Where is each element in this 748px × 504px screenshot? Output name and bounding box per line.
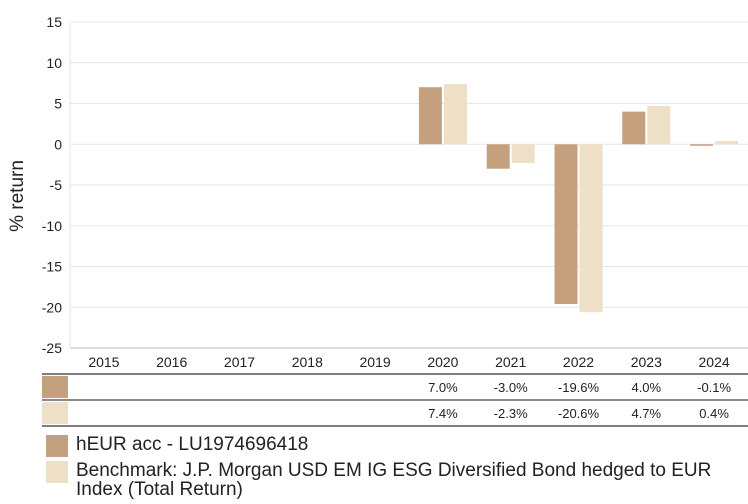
x-tick-label: 2018: [292, 354, 323, 370]
table-swatch-fund: [42, 376, 68, 398]
bar-benchmark-2024: [715, 140, 739, 145]
table-cell: -20.6%: [558, 406, 600, 421]
x-tick-label: 2020: [427, 354, 458, 370]
y-tick-label: 0: [54, 136, 62, 152]
y-tick-label: 10: [46, 55, 62, 71]
legend-item-benchmark: Benchmark: J.P. Morgan USD EM IG ESG Div…: [46, 461, 746, 499]
x-tick-label: 2016: [156, 354, 187, 370]
table-cell: -19.6%: [558, 380, 600, 395]
x-tick-label: 2022: [563, 354, 594, 370]
table-cell: 7.4%: [428, 406, 458, 421]
y-tick-label: 5: [54, 96, 62, 112]
x-tick-label: 2019: [360, 354, 391, 370]
legend-item-fund: hEUR acc - LU1974696418: [46, 435, 746, 457]
y-tick-label: -15: [42, 259, 62, 275]
x-tick-label: 2021: [495, 354, 526, 370]
bar-benchmark-2023: [647, 105, 671, 145]
x-tick-label: 2023: [631, 354, 662, 370]
y-tick-label: -20: [42, 299, 62, 315]
table-cell: -0.1%: [697, 380, 731, 395]
table-cell: 4.7%: [631, 406, 661, 421]
legend-label-benchmark: Benchmark: J.P. Morgan USD EM IG ESG Div…: [76, 460, 712, 500]
table-cell: 4.0%: [631, 380, 661, 395]
return-bar-chart: % return 15 10 5 0 -5 -10 -15 -20 -25 2015 2016 201…: [7, 14, 748, 427]
legend-swatch-benchmark: [46, 461, 68, 483]
bar-benchmark-2021: [511, 144, 535, 163]
table-swatch-benchmark: [42, 402, 68, 424]
bar-fund-2022: [554, 144, 578, 304]
legend-swatch-fund: [46, 435, 68, 457]
bar-fund-2021: [486, 144, 510, 169]
y-tick-label: -25: [42, 340, 62, 356]
x-tick-label: 2017: [224, 354, 255, 370]
y-tick-label: -5: [50, 177, 63, 193]
bar-fund-2020: [418, 87, 442, 145]
table-cell: 7.0%: [428, 380, 458, 395]
y-axis-label: % return: [7, 160, 28, 232]
table-cell: 0.4%: [699, 406, 729, 421]
table-cell: -2.3%: [494, 406, 528, 421]
bar-benchmark-2022: [579, 144, 603, 313]
legend-label-fund: hEUR acc - LU1974696418: [76, 434, 309, 455]
bar-fund-2023: [622, 111, 646, 145]
x-tick-label: 2015: [88, 354, 119, 370]
y-tick-label: -10: [42, 218, 62, 234]
x-tick-label: 2024: [699, 354, 730, 370]
table-cell: -3.0%: [494, 380, 528, 395]
legend: hEUR acc - LU1974696418 Benchmark: J.P. …: [46, 435, 746, 503]
bar-fund-2024: [690, 144, 714, 146]
bar-benchmark-2020: [443, 83, 467, 145]
y-tick-label: 15: [46, 14, 62, 30]
